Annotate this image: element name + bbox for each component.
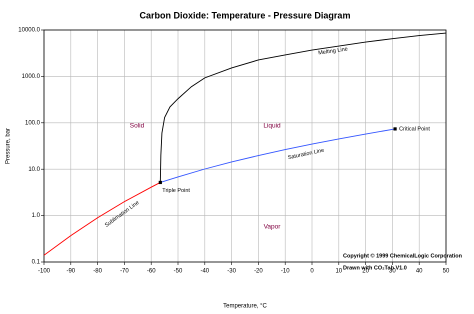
region-label: Solid (130, 123, 145, 130)
series-line (160, 128, 396, 183)
y-tick-label: 10.0 (28, 167, 40, 173)
point-label: Critical Point (399, 126, 430, 132)
x-tick-label: -90 (66, 269, 75, 275)
x-tick-label: 40 (416, 269, 423, 275)
point-marker (158, 180, 162, 185)
y-tick-label: 1.0 (32, 213, 41, 219)
plot-frame (43, 29, 447, 263)
x-tick-label: -100 (38, 269, 51, 275)
series-line (43, 182, 161, 256)
chart-title: Carbon Dioxide: Temperature - Pressure D… (140, 10, 351, 20)
x-tick-label: 20 (362, 269, 369, 275)
point-marker (393, 127, 397, 131)
x-tick-label: -70 (120, 269, 129, 275)
x-axis-label: Temperature, °C (223, 304, 267, 310)
note: Drawn with CO₂Tab V1.0 (343, 265, 407, 271)
x-tick-label: 30 (389, 269, 396, 275)
x-tick-label: -20 (254, 269, 263, 275)
y-tick-label: 1000.0 (22, 74, 41, 80)
x-tick-label: 10 (335, 269, 342, 275)
y-tick-label: 10000.0 (18, 28, 40, 34)
y-tick-label: 100.0 (25, 120, 41, 126)
x-tick-label: -30 (227, 269, 236, 275)
series-line (159, 32, 447, 183)
x-tick-label: -50 (174, 269, 183, 275)
region-label: Liquid (263, 123, 281, 130)
y-axis-label: Pressure, bar (6, 128, 12, 164)
point-label: Triple Point (162, 188, 190, 194)
region-label: Vapor (264, 224, 282, 231)
x-tick-label: -10 (281, 269, 290, 275)
line-label: Melting Line (318, 46, 348, 56)
y-tick-label: 0.1 (32, 260, 41, 266)
x-tick-label: -40 (200, 269, 209, 275)
note: Copyright © 1999 ChemicalLogic Corporati… (343, 252, 463, 259)
x-tick-label: -80 (93, 269, 102, 275)
x-tick-label: -60 (147, 269, 156, 275)
x-tick-label: 50 (443, 269, 450, 275)
x-tick-label: 0 (310, 269, 314, 275)
